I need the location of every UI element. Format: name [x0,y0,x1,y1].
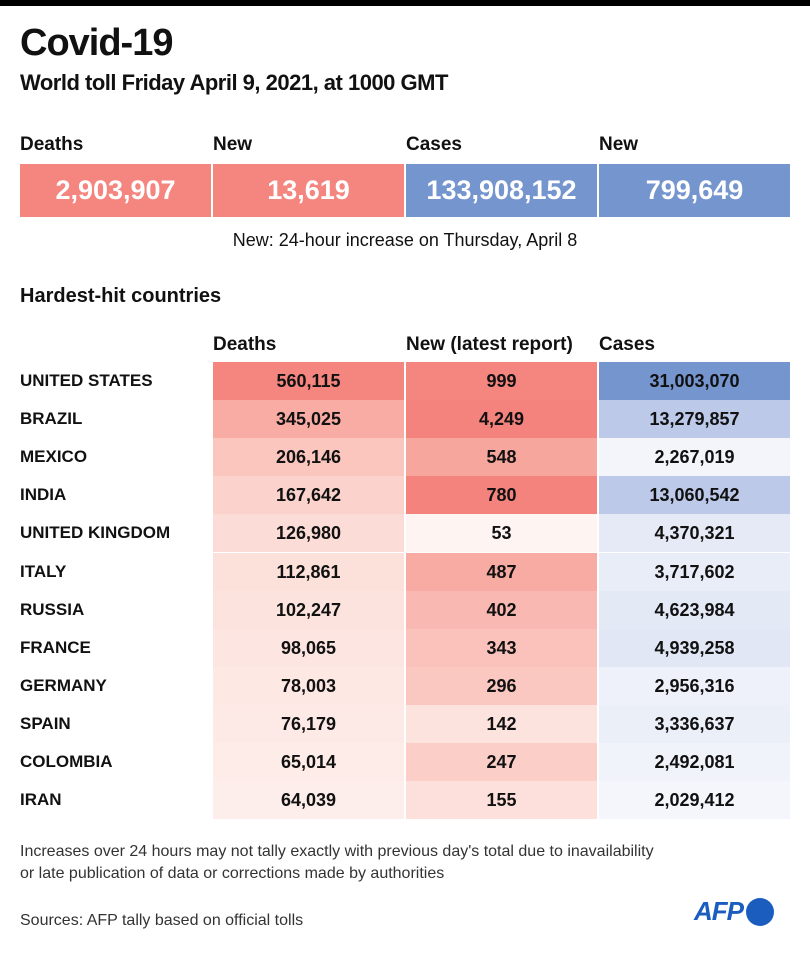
table-row: UNITED STATES 560,115 999 31,003,070 [0,362,810,400]
deaths-cell: 126,980 [213,514,404,553]
table-row: FRANCE 98,065 343 4,939,258 [0,628,810,667]
cases-cell: 4,370,321 [599,514,790,553]
new-deaths-cell: 780 [406,476,597,515]
kpi-label: Cases [406,134,462,155]
top-bar [0,0,810,6]
deaths-cell: 78,003 [213,666,404,705]
country-name: COLOMBIA [20,752,113,771]
table-row: ITALY 112,861 487 3,717,602 [0,552,810,591]
page-title: Covid-19 [20,22,173,64]
new-deaths-cell: 402 [406,590,597,629]
new-deaths-cell: 4,249 [406,400,597,439]
new-deaths-cell: 999 [406,362,597,400]
country-name: SPAIN [20,713,71,733]
table-row: SPAIN 76,179 142 3,336,637 [0,704,810,743]
sources: Sources: AFP tally based on official tol… [20,912,304,929]
kpi-value: 2,903,907 [20,164,211,217]
deaths-cell: 102,247 [213,590,404,629]
column-header: Cases [599,334,655,355]
table-row: IRAN 64,039 155 2,029,412 [0,781,810,820]
new-deaths-cell: 487 [406,552,597,591]
section-title: Hardest-hit countries [20,285,222,307]
country-name: INDIA [20,485,67,505]
column-header: New (latest report) [406,334,573,355]
new-deaths-cell: 142 [406,704,597,743]
cases-cell: 13,279,857 [599,400,790,439]
deaths-cell: 76,179 [213,704,404,743]
logo-text: AFP [694,896,744,926]
kpi-label: New [599,134,639,155]
footnote: Increases over 24 hours may not tally ex… [20,841,654,885]
footnote-line-2: or late publication of data or correctio… [20,865,445,882]
logo-dot-icon [746,897,774,926]
afp-logo: AFP [694,896,774,927]
deaths-cell: 64,039 [213,781,404,820]
kpi-value: 133,908,152 [406,164,597,217]
table-row: RUSSIA 102,247 402 4,623,984 [0,590,810,629]
cases-cell: 3,717,602 [599,552,790,591]
cases-cell: 2,956,316 [599,666,790,705]
cases-cell: 4,939,258 [599,628,790,667]
new-deaths-cell: 548 [406,438,597,477]
country-name: UNITED KINGDOM [20,523,171,543]
table-row: INDIA 167,642 780 13,060,542 [0,476,810,515]
deaths-cell: 345,025 [213,400,404,439]
cases-cell: 2,029,412 [599,781,790,820]
table-row: MEXICO 206,146 548 2,267,019 [0,438,810,477]
deaths-cell: 206,146 [213,438,404,477]
new-deaths-cell: 53 [406,514,597,553]
kpi-value: 13,619 [213,164,404,217]
new-deaths-cell: 296 [406,666,597,705]
cases-cell: 3,336,637 [599,704,790,743]
country-name: UNITED STATES [20,371,153,390]
country-name: MEXICO [20,447,88,467]
cases-cell: 2,267,019 [599,438,790,477]
cases-cell: 31,003,070 [599,362,790,400]
cases-cell: 4,623,984 [599,590,790,629]
new-deaths-cell: 247 [406,743,597,781]
footnote-line-1: Increases over 24 hours may not tally ex… [20,843,654,860]
table-row: COLOMBIA 65,014 247 2,492,081 [0,743,810,781]
country-name: GERMANY [20,675,107,695]
deaths-cell: 167,642 [213,476,404,515]
table-row: BRAZIL 345,025 4,249 13,279,857 [0,400,810,439]
subtitle: World toll Friday April 9, 2021, at 1000… [20,70,448,95]
cases-cell: 13,060,542 [599,476,790,515]
country-name: FRANCE [20,637,91,657]
deaths-cell: 560,115 [213,362,404,400]
kpi-label: New [213,134,253,155]
country-name: RUSSIA [20,599,85,619]
new-deaths-cell: 343 [406,628,597,667]
kpi-label: Deaths [20,134,84,155]
deaths-cell: 98,065 [213,628,404,667]
country-name: BRAZIL [20,409,83,429]
country-name: IRAN [20,790,62,810]
kpi-note: New: 24-hour increase on Thursday, April… [232,230,578,250]
kpi-value: 799,649 [599,164,790,217]
new-deaths-cell: 155 [406,781,597,820]
table-row: GERMANY 78,003 296 2,956,316 [0,666,810,705]
cases-cell: 2,492,081 [599,743,790,781]
deaths-cell: 65,014 [213,743,404,781]
column-header: Deaths [213,334,277,355]
deaths-cell: 112,861 [213,552,404,591]
country-name: ITALY [20,561,67,581]
table-row: UNITED KINGDOM 126,980 53 4,370,321 [0,514,810,553]
